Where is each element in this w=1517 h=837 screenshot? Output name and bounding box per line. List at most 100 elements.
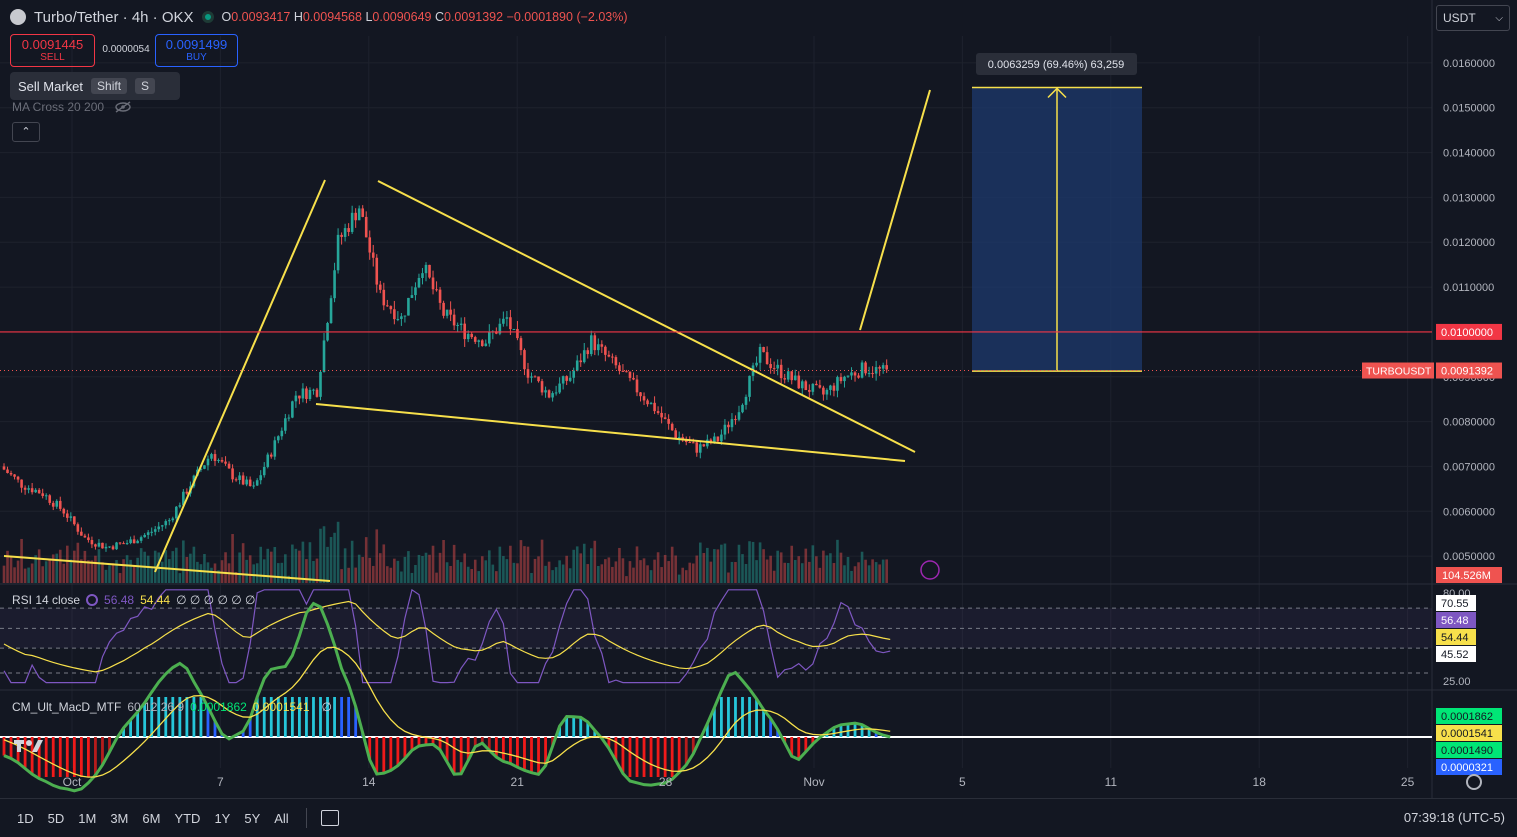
candle-body	[853, 372, 857, 376]
candle-body	[871, 373, 874, 375]
candle-body	[23, 487, 27, 490]
calendar-icon[interactable]	[320, 810, 339, 826]
volume-bar	[495, 571, 498, 583]
ohlc-values: O0.0093417 H0.0094568 L0.0090649 C0.0091…	[221, 10, 628, 24]
volume-bar	[878, 564, 881, 583]
candle-body	[691, 442, 695, 444]
volume-bar	[217, 570, 220, 583]
candle-body	[579, 360, 583, 363]
tf-5d[interactable]: 5D	[47, 810, 65, 826]
macd-histogram-bar	[565, 716, 569, 737]
price-tick-label: 0.0050000	[1443, 551, 1495, 563]
macd-histogram-bar	[347, 697, 351, 737]
macd-histogram-bar	[628, 737, 632, 777]
trend-line	[859, 89, 931, 331]
tf-1m[interactable]: 1M	[78, 810, 97, 826]
tf-1y[interactable]: 1Y	[214, 810, 231, 826]
tf-3m[interactable]: 3M	[110, 810, 129, 826]
macd-value-tag	[1436, 759, 1502, 775]
macd-legend[interactable]: CM_Ult_MacD_MTF 60 12 26 9 0.0001862 0.0…	[12, 700, 332, 714]
chevron-down-icon: ⌵	[1495, 12, 1503, 24]
candle-body	[741, 404, 744, 413]
axis-settings-icon[interactable]	[1466, 774, 1482, 790]
candle-body	[625, 371, 628, 373]
volume-bar	[751, 541, 755, 583]
volume-bar	[48, 558, 52, 583]
volume-bar	[850, 570, 853, 583]
candle-body	[361, 208, 364, 217]
symbol-title[interactable]: Turbo/Tether · 4h · OKX	[34, 8, 194, 26]
volume-bar	[167, 559, 171, 583]
volume-bar	[864, 559, 867, 583]
time-tick-label: 14	[362, 775, 376, 789]
tf-1d[interactable]: 1D	[17, 810, 34, 826]
tf-all[interactable]: All	[274, 810, 289, 826]
candle-body	[44, 495, 48, 497]
macd-histogram-bar	[206, 706, 210, 737]
volume-bar	[709, 561, 713, 583]
candle-body	[245, 479, 248, 485]
candle-body	[459, 323, 463, 325]
macd-histogram-bar	[290, 697, 294, 737]
candle-body	[146, 532, 150, 535]
candle-body	[417, 278, 421, 288]
time-axis[interactable]: Oct7142128Nov5111825Dec	[63, 560, 1517, 789]
ma-cross-legend[interactable]: MA Cross 20 200	[12, 100, 132, 114]
tf-ytd[interactable]: YTD	[174, 810, 201, 826]
candle-body	[646, 400, 649, 405]
volume-bar	[829, 553, 832, 583]
volume-bar	[727, 572, 730, 583]
macd-histogram-bar	[523, 737, 526, 771]
candle-body	[62, 508, 66, 514]
collapse-legend-button[interactable]: ⌃	[12, 122, 40, 142]
volume-bar	[758, 542, 762, 583]
buy-button[interactable]: 0.0091499 BUY	[155, 34, 238, 67]
currency-select[interactable]: USDT ⌵	[1436, 5, 1510, 31]
volume-bar	[350, 540, 354, 583]
macd-histogram-bar	[720, 697, 723, 737]
macd-histogram-bar	[30, 737, 34, 775]
candle-body	[825, 389, 829, 395]
candle-body	[27, 488, 30, 490]
candle-body	[136, 540, 139, 544]
candle-body	[80, 531, 83, 536]
volume-bar	[34, 555, 37, 583]
macd-histogram-bar	[537, 737, 540, 775]
volume-bar	[706, 547, 709, 583]
volume-bar	[505, 559, 509, 583]
volume-bar	[677, 574, 681, 583]
rsi-legend[interactable]: RSI 14 close 56.48 54.44 ∅ ∅ ∅ ∅ ∅ ∅	[12, 593, 256, 607]
candle-body	[382, 289, 386, 306]
volume-bar	[262, 559, 266, 583]
sell-market-tooltip[interactable]: Sell Market Shift S	[10, 72, 180, 100]
tf-6m[interactable]: 6M	[142, 810, 161, 826]
volume-bar	[674, 555, 677, 583]
macd-histogram-bar	[51, 737, 55, 777]
resistance-line[interactable]	[0, 331, 1432, 372]
tradingview-logo-icon	[14, 738, 44, 759]
eye-off-icon[interactable]	[114, 101, 132, 113]
macd-histogram-bar	[72, 737, 76, 777]
rsi-value-tag-label: 45.52	[1441, 649, 1469, 661]
rsi-settings-icon[interactable]	[86, 594, 99, 606]
candles	[2, 205, 888, 552]
tf-5y[interactable]: 5Y	[244, 810, 261, 826]
candle-body	[101, 542, 104, 549]
candle-body	[878, 367, 881, 369]
volume-bar	[832, 563, 836, 583]
candle-body	[322, 340, 326, 372]
price-axis[interactable]: 0.0160000 0.0150000 0.0140000 0.0130000 0.01…	[1362, 58, 1502, 583]
turbo-logo-icon	[10, 9, 26, 25]
candle-body	[695, 442, 699, 453]
candle-body	[530, 376, 533, 378]
sell-button[interactable]: 0.0091445 SELL	[10, 34, 95, 67]
clock[interactable]: 07:39:18 (UTC-5)	[1403, 810, 1505, 825]
rsi-value: 56.48	[104, 593, 135, 607]
volume-bar	[403, 556, 407, 583]
volume-bar	[779, 552, 783, 583]
macd-histogram-bar	[199, 697, 203, 737]
candle-body	[139, 537, 143, 541]
trend-line	[315, 403, 906, 462]
volume-bar	[621, 558, 625, 583]
